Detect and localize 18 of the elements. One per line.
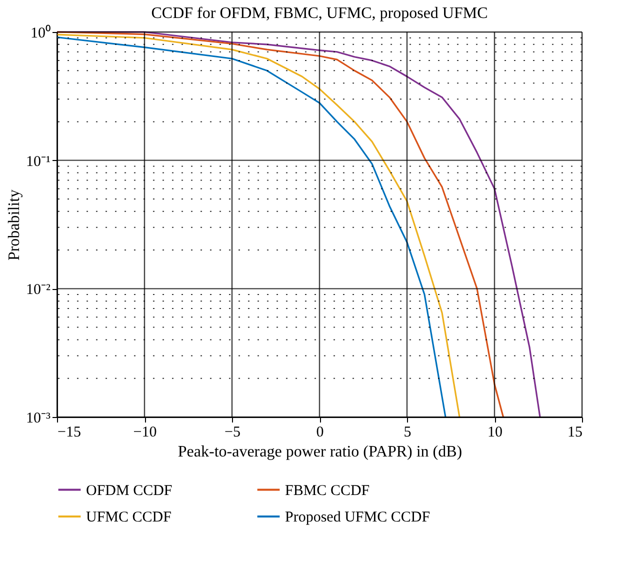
legend-label: FBMC CCDF: [285, 482, 370, 499]
y-tick-label: 10⁻¹: [26, 154, 50, 170]
x-tick-label: −5: [224, 424, 240, 440]
y-tick-label: 10⁰: [30, 24, 50, 42]
x-tick-label: 0: [316, 424, 324, 440]
y-axis-title: Probability: [6, 189, 24, 261]
legend-label: OFDM CCDF: [86, 482, 172, 499]
x-tick-label: −10: [133, 424, 157, 440]
x-tick-label: −15: [58, 424, 81, 440]
x-tick-label: 15: [568, 424, 582, 440]
y-tick-label: 10⁻²: [26, 282, 51, 298]
x-tick-label: 5: [404, 424, 412, 440]
x-axis-title: Peak-to-average power ratio (PAPR) in (dB): [178, 444, 462, 460]
legend-label: UFMC CCDF: [86, 510, 172, 526]
chart-title: CCDF for OFDM, FBMC, UFMC, proposed UFMC: [151, 5, 488, 22]
legend-label: Proposed UFMC CCDF: [285, 510, 430, 526]
x-tick-label: 10: [488, 424, 502, 440]
y-tick-label: 10⁻³: [26, 410, 51, 426]
